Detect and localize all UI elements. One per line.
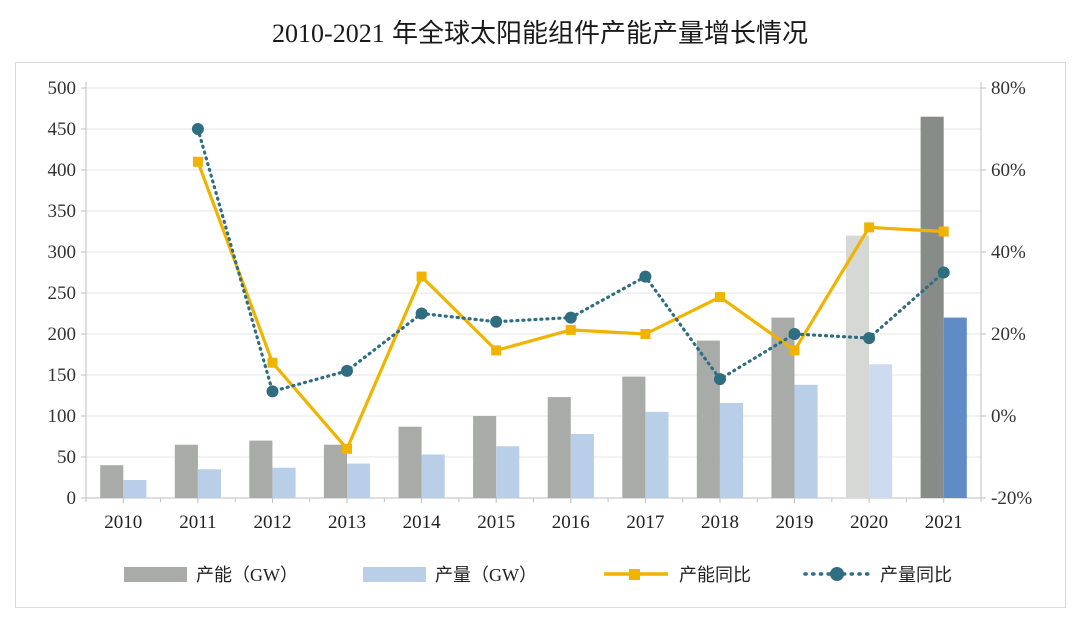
svg-text:2013: 2013 xyxy=(328,512,366,533)
svg-text:0: 0 xyxy=(67,488,77,509)
svg-text:50: 50 xyxy=(57,447,76,468)
svg-text:450: 450 xyxy=(48,119,77,140)
svg-text:2015: 2015 xyxy=(477,512,515,533)
svg-text:0%: 0% xyxy=(991,406,1017,427)
svg-text:500: 500 xyxy=(48,78,77,99)
svg-text:80%: 80% xyxy=(991,78,1026,99)
svg-text:2018: 2018 xyxy=(701,512,739,533)
svg-text:2011: 2011 xyxy=(179,512,216,533)
svg-text:60%: 60% xyxy=(991,160,1026,181)
svg-text:2010: 2010 xyxy=(104,512,142,533)
svg-text:150: 150 xyxy=(48,365,77,386)
svg-text:2021: 2021 xyxy=(925,512,963,533)
svg-text:2014: 2014 xyxy=(403,512,442,533)
svg-text:2019: 2019 xyxy=(776,512,814,533)
svg-text:2016: 2016 xyxy=(552,512,590,533)
svg-text:400: 400 xyxy=(48,160,77,181)
svg-text:300: 300 xyxy=(48,242,77,263)
svg-text:100: 100 xyxy=(48,406,77,427)
svg-text:200: 200 xyxy=(48,324,77,345)
svg-text:2012: 2012 xyxy=(254,512,292,533)
svg-text:250: 250 xyxy=(48,283,77,304)
svg-text:350: 350 xyxy=(48,201,77,222)
svg-text:20%: 20% xyxy=(991,324,1026,345)
svg-text:2020: 2020 xyxy=(850,512,888,533)
svg-text:2017: 2017 xyxy=(626,512,664,533)
svg-text:-20%: -20% xyxy=(991,488,1032,509)
svg-text:40%: 40% xyxy=(991,242,1026,263)
